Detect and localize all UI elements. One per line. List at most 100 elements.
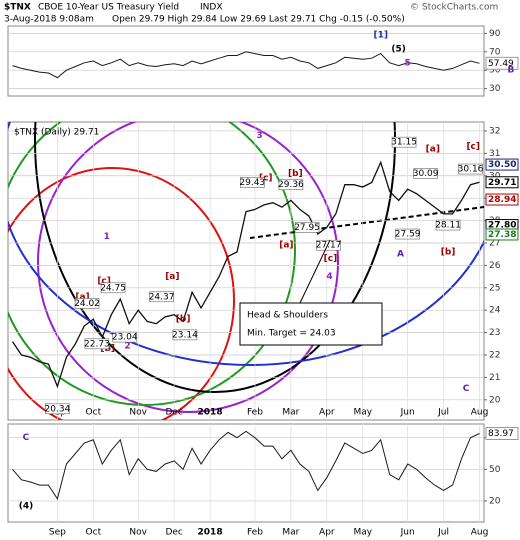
annotation: [a] <box>426 144 440 154</box>
price-tag <box>485 176 519 189</box>
annotation: 24.75 <box>100 283 126 293</box>
y-tick-label: 20 <box>489 496 501 506</box>
x-tick-label: Apr <box>319 408 335 418</box>
y-tick-label: 27 <box>489 238 500 248</box>
y-tick-label: 23 <box>489 328 500 338</box>
annotation: A <box>397 250 404 260</box>
annotation: 29.36 <box>278 180 304 190</box>
y-tick-label: 32 <box>489 126 500 136</box>
annotation: 3 <box>256 131 262 141</box>
cycle-arc <box>8 122 296 406</box>
last-value-label: 57.49 <box>488 59 514 69</box>
x-tick-label: Jul <box>437 408 449 418</box>
annotation: 24.02 <box>74 299 100 309</box>
price-tag-label: 28.94 <box>488 195 516 205</box>
price-tag-label: 27.38 <box>488 230 516 240</box>
price-line <box>11 160 480 389</box>
symbol: $TNX <box>4 3 31 13</box>
quote: Open 29.79 High 29.84 Low 29.69 Last 29.… <box>112 15 405 25</box>
annotation: [c] <box>324 254 338 264</box>
x-tick-label: 2018 <box>198 528 223 538</box>
x-tick-label: Dec <box>165 528 182 538</box>
annotation: 27.95 <box>294 223 320 233</box>
y-tick-label: 25 <box>489 283 500 293</box>
annotation-box <box>45 403 70 415</box>
annotation-box <box>112 331 138 343</box>
y-tick-label: 22 <box>489 351 500 361</box>
annotation: 30.16 <box>458 165 484 175</box>
price-tag <box>485 228 519 241</box>
annotation: [a] <box>165 272 179 282</box>
annotation: [a] <box>279 241 293 251</box>
callout-text: Min. Target = 24.03 <box>247 329 336 339</box>
annotation-box <box>395 228 420 240</box>
annotation: [1] <box>373 31 388 41</box>
last-value-label: 83.97 <box>488 429 514 439</box>
y-tick-label: 31 <box>489 149 500 159</box>
annotation: 29.43 <box>239 178 265 188</box>
panel-frame <box>7 25 485 97</box>
annotation: [b] <box>288 169 303 179</box>
panel-frame <box>7 121 485 421</box>
y-tick-label: 50 <box>489 66 501 76</box>
x-tick-label: Nov <box>129 528 147 538</box>
callout-text: Head & Shoulders <box>247 311 328 321</box>
annotation: 30.09 <box>413 169 439 179</box>
annotation: [b] <box>176 315 191 325</box>
cycle-arc <box>8 167 235 420</box>
annotation: 22.73 <box>84 339 110 349</box>
y-tick-label: 26 <box>489 261 501 271</box>
price-line <box>12 51 480 79</box>
price-tag-label: 27.80 <box>488 221 516 231</box>
callout-box <box>239 302 383 346</box>
annotation: 2 <box>124 342 130 352</box>
cycle-arcs <box>8 122 484 420</box>
x-tick-label: Feb <box>247 528 263 538</box>
x-tick-label: Oct <box>86 408 102 418</box>
annotation: B <box>508 66 515 76</box>
x-tick-label: Aug <box>471 408 489 418</box>
annotation: [a] <box>75 292 89 302</box>
x-tick-label: Sep <box>49 528 66 538</box>
x-tick-label: Nov <box>129 408 147 418</box>
security-name: CBOE 10-Year US Treasury Yield <box>38 3 179 13</box>
x-tick-label: May <box>353 408 372 418</box>
annotation-box <box>458 163 483 175</box>
annotation-box <box>84 338 110 350</box>
annotation: 28.11 <box>435 221 461 231</box>
x-tick-label: 2018 <box>198 408 223 418</box>
x-tick-label: Dec <box>165 408 182 418</box>
x-tick-label: Jun <box>400 528 415 538</box>
annotation: 27.17 <box>316 241 342 251</box>
annotation-box <box>172 329 198 341</box>
annotation-box <box>278 179 304 191</box>
annotation: 4 <box>326 272 332 282</box>
x-tick-label: Aug <box>471 528 489 538</box>
annotation: [c] <box>259 174 273 184</box>
y-tick-label: 70 <box>489 47 501 57</box>
annotation: 31.15 <box>391 138 417 148</box>
annotation-box <box>100 282 126 294</box>
annotation: 24.37 <box>149 292 175 302</box>
x-tick-label: Mar <box>282 528 299 538</box>
annotation: 27.59 <box>395 230 421 240</box>
annotation: 5 <box>405 58 411 68</box>
price-tag <box>485 158 519 171</box>
annotation: C <box>463 384 470 394</box>
y-tick-label: 24 <box>489 306 501 316</box>
price-tag-label: 30.50 <box>488 160 516 170</box>
value-tag-bg <box>485 56 519 70</box>
price-tag-label: 29.71 <box>488 178 516 188</box>
annotation: 1 <box>104 232 110 242</box>
price-line <box>12 430 480 501</box>
annotation-box <box>316 239 341 251</box>
annotation: [c] <box>97 277 111 287</box>
annotation-box <box>435 219 461 231</box>
annotation: C <box>23 433 30 443</box>
cycle-arc <box>8 122 484 366</box>
y-tick-label: 21 <box>489 373 500 383</box>
legend-label: $TNX (Daily) 29.71 <box>14 128 99 138</box>
y-tick-label: 50 <box>489 465 501 475</box>
